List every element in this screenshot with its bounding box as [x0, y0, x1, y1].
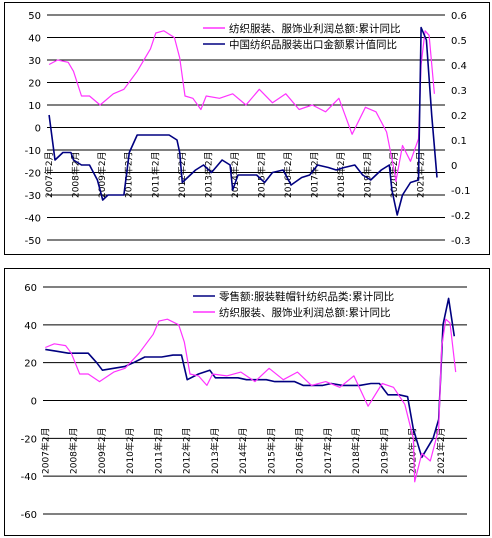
x-tick-label: 2011年2月 [152, 427, 164, 474]
y-tick-label: -50 [25, 236, 41, 247]
series-line-1 [48, 30, 435, 183]
series-line-2 [45, 318, 457, 483]
x-tick-label: 2018年2月 [335, 151, 347, 198]
legend-label-2: 中国纺织品服装出口金额累计值同比 [229, 38, 397, 51]
x-tick-label: 2010年2月 [123, 151, 135, 198]
y2-tick-label: 0.6 [451, 11, 467, 22]
y-tick-label: 50 [28, 11, 41, 22]
y-tick-label: -30 [25, 191, 41, 202]
y-tick-label: 10 [28, 101, 41, 112]
y2-tick-label: -0.1 [451, 186, 471, 197]
x-tick-label: 2013年2月 [202, 151, 214, 198]
y-tick-label: -20 [25, 169, 41, 180]
y2-tick-label: 0.4 [451, 61, 467, 72]
legend-label-2: 纺织服装、服饰业利润总额:累计同比 [219, 306, 391, 319]
y-tick-label: 60 [24, 283, 37, 294]
y-tick-label: -40 [25, 214, 41, 225]
y-tick-label: 0 [31, 397, 37, 408]
y-tick-label: -40 [21, 472, 37, 483]
chart-2: -60 -40 -20 0 20 40 60 2007年2月 2008年2月 2009年2月 201… [21, 283, 467, 521]
x-tick-label: 2021年2月 [415, 151, 427, 198]
x-tick-label: 2011年2月 [149, 151, 161, 198]
legend-label-1: 零售额:服装鞋帽针纺织品类:累计同比 [219, 290, 394, 303]
legend-label-1: 纺织服装、服饰业利润总额:累计同比 [229, 22, 401, 35]
x-tick-label: 2017年2月 [308, 151, 320, 198]
x-tick-label: 2017年2月 [322, 427, 334, 474]
x-tick-label: 2021年2月 [435, 427, 447, 474]
x-tick-label: 2008年2月 [68, 427, 80, 474]
y2-tick-label: 0.2 [451, 111, 467, 122]
y2-tick-label: 0.5 [451, 36, 467, 47]
y-tick-label: 30 [28, 56, 41, 67]
x-tick-label: 2009年2月 [96, 151, 108, 198]
x-tick-label: 2013年2月 [209, 427, 221, 474]
y2-tick-label: 0.3 [451, 86, 467, 97]
y2-tick-label: -0.3 [451, 236, 471, 247]
x-tick-label: 2007年2月 [43, 151, 55, 198]
y-tick-label: 20 [28, 79, 41, 90]
x-tick-label: 2018年2月 [350, 427, 362, 474]
chart-panel-1: -50 -40 -30 -20 -10 0 10 20 30 40 50 -0.3 -0.2 -0.1 0 0… [4, 2, 490, 255]
y-tick-label: 40 [28, 34, 41, 45]
x-tick-label: 2014年2月 [237, 427, 249, 474]
series-line-1 [45, 297, 456, 459]
x-tick-label: 2019年2月 [362, 151, 374, 198]
x-tick-label: 2012年2月 [181, 427, 193, 474]
x-tick-label: 2010年2月 [124, 427, 136, 474]
y-tick-label: 40 [24, 321, 37, 332]
x-tick-label: 2007年2月 [39, 427, 51, 474]
chart-panel-2: -60 -40 -20 0 20 40 60 2007年2月 2008年2月 2009年2月 201… [4, 268, 490, 536]
y-tick-label: -60 [21, 510, 37, 521]
y-tick-label: 0 [35, 124, 41, 135]
series-line-2 [48, 26, 438, 216]
x-tick-label: 2015年2月 [265, 427, 277, 474]
y2-tick-label: 0.1 [451, 136, 467, 147]
y-tick-label: 20 [24, 359, 37, 370]
x-tick-label: 2019年2月 [378, 427, 390, 474]
chart-1: -50 -40 -30 -20 -10 0 10 20 30 40 50 -0.3 -0.2 -0.1 0 0… [25, 11, 471, 247]
y-tick-label: -20 [21, 434, 37, 445]
y2-tick-label: -0.2 [451, 211, 471, 222]
y2-tick-label: 0 [451, 161, 457, 172]
x-tick-label: 2016年2月 [282, 151, 294, 198]
x-tick-label: 2016年2月 [294, 427, 306, 474]
x-tick-label: 2008年2月 [70, 151, 82, 198]
x-tick-label: 2009年2月 [96, 427, 108, 474]
y-tick-label: -10 [25, 146, 41, 157]
x-tick-label: 2015年2月 [255, 151, 267, 198]
